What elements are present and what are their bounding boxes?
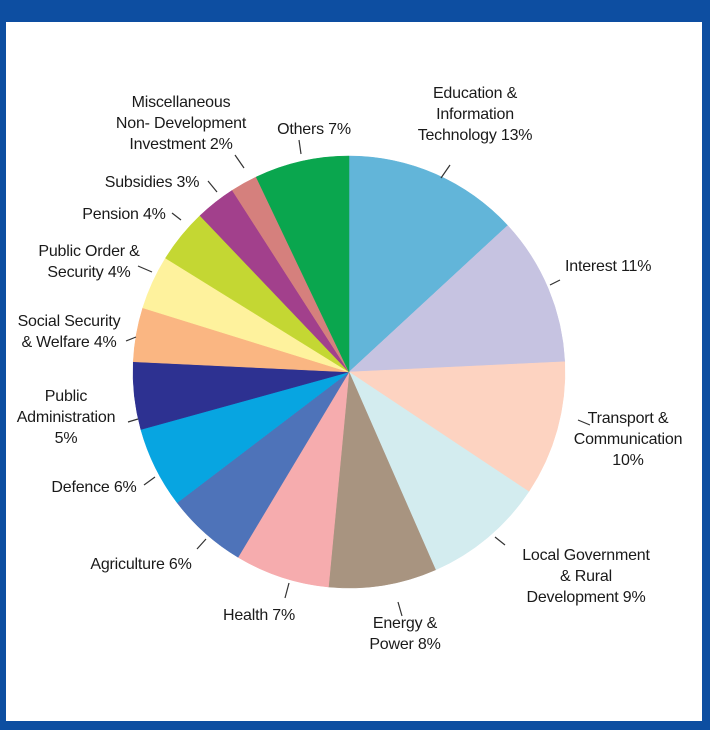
slice-label: Education & Information Technology 13% (418, 85, 533, 144)
slice-label: Public Order & Security 4% (38, 243, 140, 281)
slice-label: Miscellaneous Non- Development Investment … (116, 94, 247, 153)
leader-line (298, 139, 302, 155)
slice-label: Subsidies 3% (105, 174, 200, 191)
leader-line (577, 419, 591, 426)
slice-label: Pension 4% (82, 206, 165, 223)
leader-line (143, 476, 156, 486)
leader-line (494, 536, 506, 546)
leader-line (234, 154, 245, 169)
leader-line (125, 336, 137, 342)
leader-line (127, 418, 139, 423)
slice-label: Interest 11% (565, 258, 651, 275)
pie-slice-education-information-technology (348, 155, 509, 373)
slice-label: Health 7% (223, 607, 295, 624)
leader-line (549, 279, 561, 286)
slice-label: Social Security & Welfare 4% (18, 313, 121, 351)
leader-line (207, 180, 218, 193)
leader-line (137, 265, 153, 273)
slice-label: Transport & Communication 10% (574, 410, 683, 469)
pie-slice-local-government-rural-development (348, 371, 530, 571)
slice-label: Others 7% (277, 121, 351, 138)
pie-slice-others (255, 155, 350, 373)
pie-slice-energy-power (328, 371, 436, 589)
leader-line (171, 212, 182, 221)
leader-line (284, 582, 290, 599)
leader-line (196, 538, 207, 550)
leader-line (440, 164, 451, 179)
slice-label: Public Administration 5% (17, 388, 116, 447)
slice-label: Energy & Power 8% (369, 615, 440, 653)
pie-slice-interest (348, 225, 566, 373)
slice-label: Defence 6% (51, 479, 136, 496)
slice-label: Agriculture 6% (90, 556, 191, 573)
slice-label: Local Government & Rural Development 9% (522, 547, 650, 606)
pie-slice-transport-communication (348, 361, 566, 492)
leader-line (397, 601, 403, 617)
